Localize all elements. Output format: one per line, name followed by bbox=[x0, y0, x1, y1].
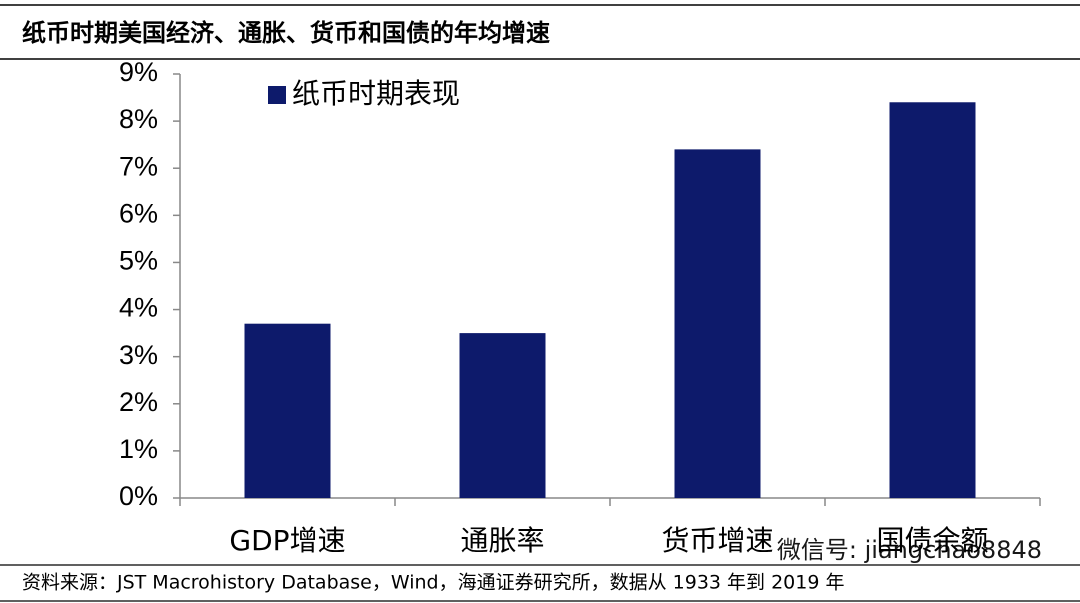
bar bbox=[674, 149, 761, 498]
y-tick-label: 5% bbox=[119, 246, 158, 276]
x-tick-label: 通胀率 bbox=[460, 524, 544, 557]
chart-title: 纸币时期美国经济、通胀、货币和国债的年均增速 bbox=[22, 19, 550, 47]
y-tick-label: 8% bbox=[119, 104, 158, 134]
bar bbox=[459, 333, 546, 498]
y-tick-label: 4% bbox=[119, 293, 158, 323]
x-tick-label: 国债余额 bbox=[876, 524, 988, 557]
x-tick-label: 货币增速 bbox=[661, 524, 773, 557]
legend-swatch bbox=[268, 86, 286, 104]
bar bbox=[889, 102, 976, 499]
y-tick-label: 0% bbox=[119, 481, 158, 511]
y-tick-label: 2% bbox=[119, 387, 158, 417]
y-tick-label: 3% bbox=[119, 340, 158, 370]
watermark: 微信号: jiangchao8848 bbox=[777, 536, 1042, 564]
source-note: 资料来源：JST Macrohistory Database，Wind，海通证券… bbox=[22, 572, 844, 594]
y-tick-label: 9% bbox=[119, 57, 158, 87]
y-tick-label: 6% bbox=[119, 198, 158, 228]
x-tick-label: GDP增速 bbox=[229, 524, 345, 557]
y-tick-label: 7% bbox=[119, 151, 158, 181]
bar bbox=[244, 323, 331, 498]
legend-label: 纸币时期表现 bbox=[292, 77, 460, 110]
y-tick-label: 1% bbox=[119, 434, 158, 464]
